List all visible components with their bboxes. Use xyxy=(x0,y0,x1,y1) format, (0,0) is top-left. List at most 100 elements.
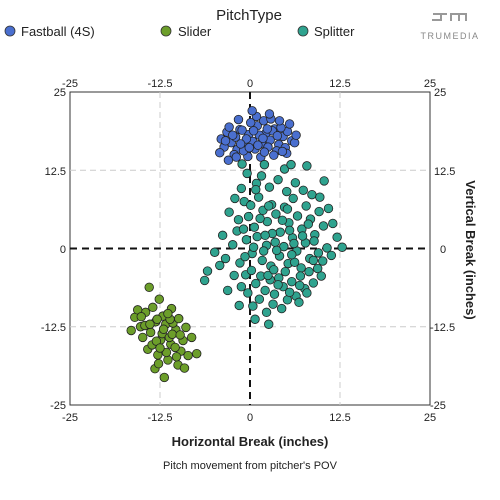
data-point xyxy=(163,308,173,319)
data-point xyxy=(308,255,319,266)
legend-label-fastball: Fastball (4S) xyxy=(21,24,95,39)
data-point xyxy=(279,164,290,174)
data-point xyxy=(263,270,273,281)
data-point xyxy=(318,221,329,231)
data-point xyxy=(260,230,270,241)
data-point xyxy=(250,314,260,324)
data-point xyxy=(244,143,254,153)
data-point xyxy=(144,282,154,293)
data-point xyxy=(249,222,260,232)
data-point xyxy=(269,150,279,160)
data-point xyxy=(236,281,247,292)
data-point xyxy=(148,302,158,313)
data-point xyxy=(238,224,249,234)
legend-label-splitter: Splitter xyxy=(314,24,355,39)
data-point xyxy=(294,297,304,308)
x-tick-bottom: -12.5 xyxy=(147,412,172,424)
data-point xyxy=(268,299,278,309)
y-tick-left: 25 xyxy=(54,87,66,99)
data-point xyxy=(179,363,190,373)
data-point xyxy=(302,288,312,298)
data-point xyxy=(309,236,319,246)
data-point xyxy=(235,258,245,268)
data-point xyxy=(228,240,238,250)
data-point xyxy=(277,146,288,157)
data-point xyxy=(282,186,292,197)
y-tick-left: -12.5 xyxy=(41,322,66,334)
data-point xyxy=(275,227,285,237)
data-point xyxy=(181,322,191,333)
data-point xyxy=(241,235,252,245)
data-point xyxy=(256,171,267,181)
data-point xyxy=(248,301,258,311)
chart-caption: Pitch movement from pitcher's POV xyxy=(163,460,338,472)
data-point xyxy=(279,241,289,252)
data-point xyxy=(220,253,231,264)
data-point xyxy=(294,280,305,291)
data-point xyxy=(153,358,164,369)
data-point xyxy=(233,214,244,225)
data-point xyxy=(242,168,252,179)
data-point xyxy=(264,109,275,119)
data-point xyxy=(298,185,308,195)
data-point xyxy=(273,280,283,290)
legend-item-splitter[interactable]: Splitter xyxy=(297,24,355,39)
data-point xyxy=(186,332,197,343)
data-point xyxy=(308,278,319,288)
data-point xyxy=(272,131,283,141)
data-point xyxy=(315,192,325,202)
trumedia-logo: TRUMEDIA xyxy=(421,13,480,41)
legend-item-fastball[interactable]: Fastball (4S) xyxy=(4,24,95,39)
data-point xyxy=(323,203,334,214)
data-point xyxy=(292,211,303,221)
data-point xyxy=(175,330,185,340)
data-point xyxy=(303,219,314,229)
data-point xyxy=(217,230,228,241)
data-point xyxy=(163,355,173,365)
data-point xyxy=(246,200,256,211)
brand-name: TRUMEDIA xyxy=(421,31,480,41)
data-point xyxy=(251,184,261,195)
tick-labels: -25 -12.5 0 12.5 25 -25 -12.5 0 12.5 25 … xyxy=(41,78,456,424)
legend-marker-slider xyxy=(160,25,172,37)
data-point xyxy=(274,116,285,126)
data-point xyxy=(234,300,244,311)
plot-area xyxy=(69,91,431,406)
data-point xyxy=(243,288,253,298)
data-point xyxy=(287,276,297,287)
data-point xyxy=(246,265,257,276)
legend-item-slider[interactable]: Slider xyxy=(160,24,212,39)
y-tick-left: -25 xyxy=(50,400,66,412)
data-point xyxy=(297,231,308,241)
data-point xyxy=(210,247,220,257)
data-point xyxy=(284,287,295,298)
data-points xyxy=(126,106,347,383)
data-point xyxy=(270,237,280,247)
data-point xyxy=(199,275,210,286)
y-axis-title: Vertical Break (inches) xyxy=(463,180,478,319)
data-point xyxy=(174,313,184,324)
data-point xyxy=(318,256,328,266)
x-tick-bottom: 0 xyxy=(247,412,253,424)
x-tick-top: 25 xyxy=(424,78,436,90)
data-point xyxy=(332,232,342,242)
data-point xyxy=(261,307,272,318)
data-point xyxy=(240,251,250,262)
data-point xyxy=(229,270,239,281)
data-point xyxy=(259,159,270,170)
data-point xyxy=(260,285,270,296)
data-point xyxy=(222,285,233,296)
data-point xyxy=(246,117,256,128)
data-point xyxy=(154,294,164,304)
data-point xyxy=(171,352,182,362)
data-point xyxy=(284,119,295,129)
data-point xyxy=(158,324,169,334)
legend-marker-fastball xyxy=(4,25,16,37)
data-point xyxy=(328,218,338,229)
data-point xyxy=(257,255,267,266)
data-point xyxy=(237,159,247,169)
data-point xyxy=(253,140,263,150)
data-point xyxy=(302,161,312,171)
data-point xyxy=(145,319,155,329)
data-point xyxy=(295,271,306,281)
